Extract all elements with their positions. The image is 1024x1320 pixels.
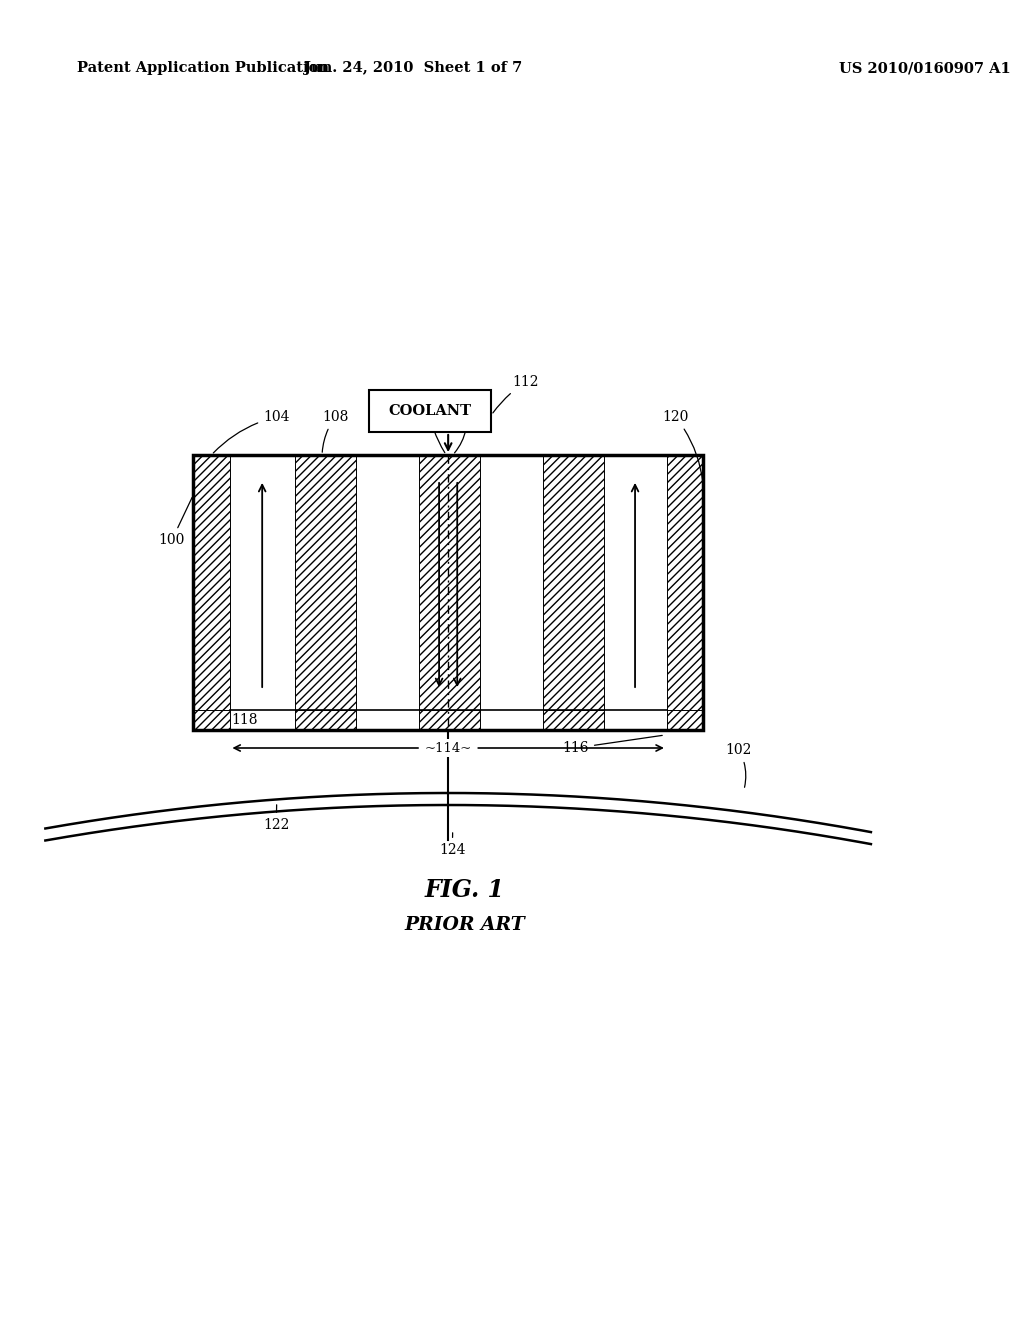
Text: US 2010/0160907 A1: US 2010/0160907 A1 — [839, 61, 1011, 75]
Bar — [419, 710, 480, 730]
Bar — [194, 455, 703, 730]
Text: 102: 102 — [726, 743, 753, 787]
Bar — [194, 710, 229, 730]
Text: 112: 112 — [493, 375, 539, 413]
Bar — [295, 455, 355, 710]
Bar — [369, 389, 492, 432]
Bar — [419, 455, 480, 710]
Text: FIG. 1: FIG. 1 — [425, 878, 505, 902]
Text: 110: 110 — [454, 411, 480, 453]
Bar — [194, 455, 229, 710]
Text: ~114~: ~114~ — [425, 742, 472, 755]
Text: Patent Application Publication: Patent Application Publication — [77, 61, 329, 75]
Text: 106: 106 — [418, 411, 444, 453]
Text: Jun. 24, 2010  Sheet 1 of 7: Jun. 24, 2010 Sheet 1 of 7 — [304, 61, 522, 75]
Text: 100: 100 — [159, 498, 193, 546]
Bar — [544, 455, 604, 710]
Text: 116: 116 — [562, 735, 663, 755]
Text: PRIOR ART: PRIOR ART — [404, 916, 525, 935]
Text: 108: 108 — [323, 411, 348, 453]
Text: COOLANT: COOLANT — [388, 404, 471, 418]
Text: 118: 118 — [231, 713, 258, 727]
Text: 124: 124 — [439, 833, 466, 857]
Bar — [295, 710, 355, 730]
Bar — [667, 710, 703, 730]
Text: 122: 122 — [263, 805, 290, 832]
Bar — [544, 710, 604, 730]
Bar — [667, 455, 703, 710]
Text: 104: 104 — [213, 411, 290, 453]
Bar — [194, 455, 703, 730]
Text: 120: 120 — [663, 411, 702, 482]
